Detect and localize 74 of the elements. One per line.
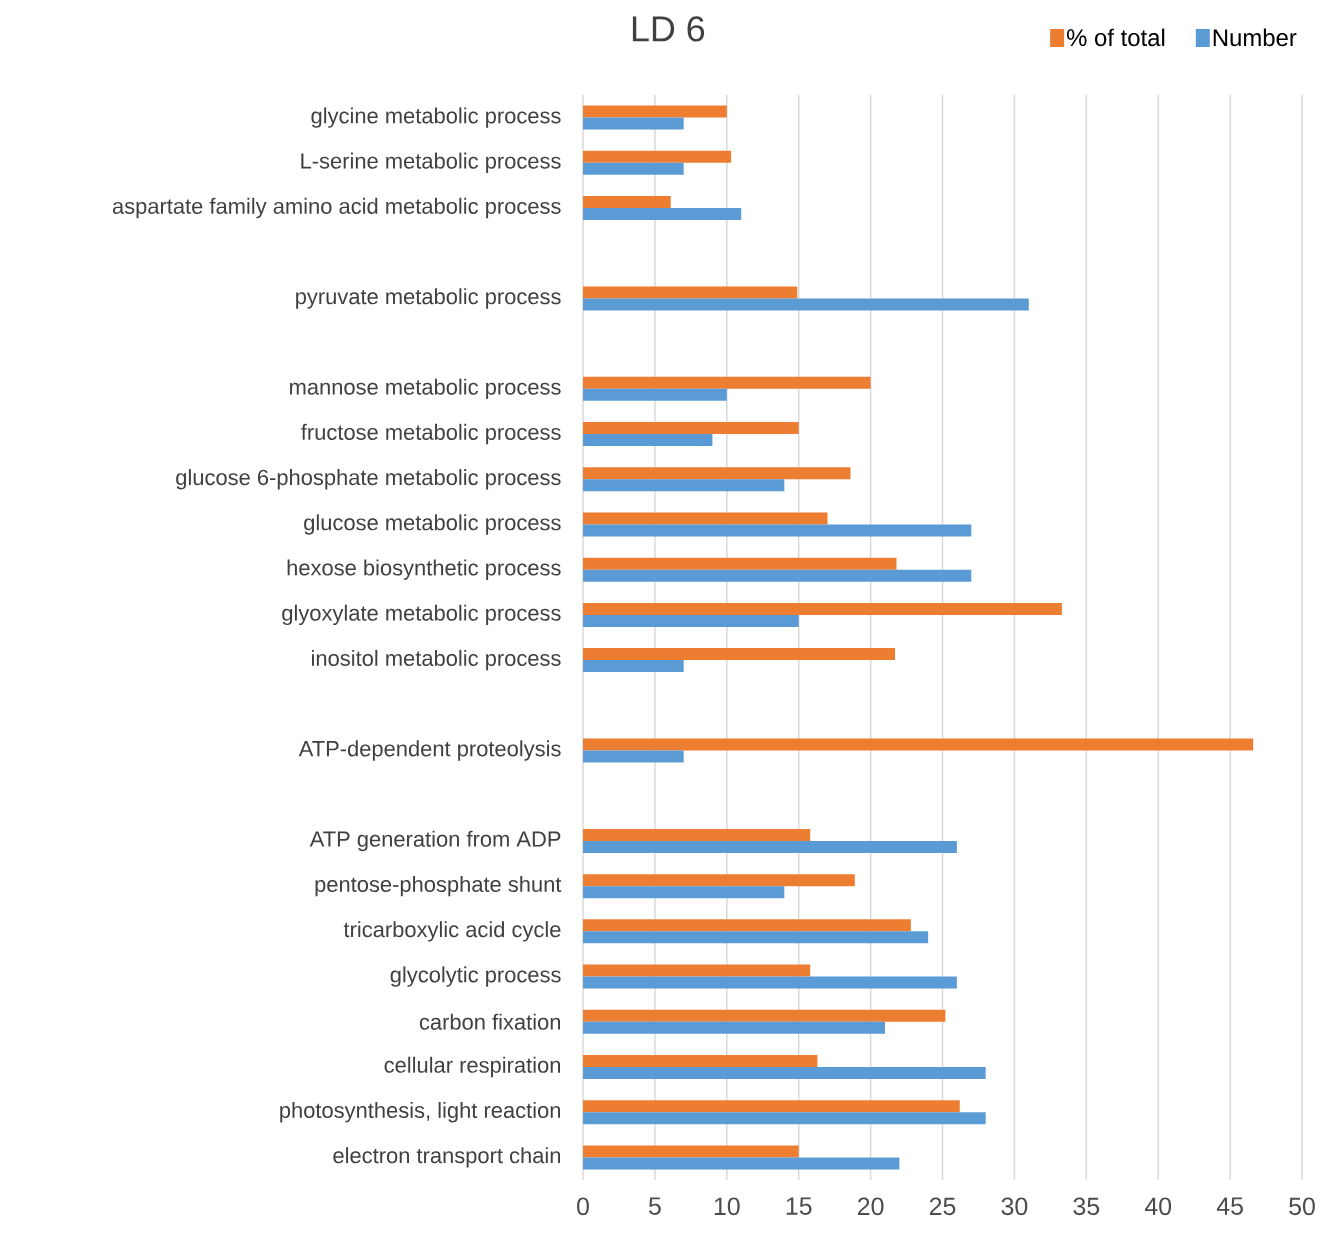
bar [583, 422, 799, 435]
y-tick-label: hexose biosynthetic process [287, 559, 561, 580]
bar [583, 434, 713, 447]
x-tick-label: 20 [858, 1197, 884, 1216]
x-tick-label: 5 [648, 1197, 661, 1215]
bar [583, 840, 957, 853]
bar [583, 1009, 946, 1022]
legend-label: % of total [1066, 28, 1165, 47]
bar [583, 648, 896, 661]
bar [583, 976, 957, 989]
y-tick-label: glycolytic process [390, 966, 561, 987]
x-tick-label: 45 [1216, 1197, 1243, 1215]
y-tick-label: aspartate family amino acid metabolic process [112, 197, 561, 219]
bar [583, 886, 785, 899]
x-tick-label: 50 [1289, 1197, 1315, 1216]
y-tick-label: glucose 6-phosphate metabolic process [176, 469, 561, 490]
bar [583, 1157, 900, 1170]
y-tick-label: electron transport chain [333, 1147, 561, 1168]
bar [583, 388, 727, 401]
bar [583, 738, 1254, 751]
y-tick-label: ATP generation from ADP [309, 830, 561, 852]
y-tick-label: pyruvate metabolic process [296, 288, 561, 309]
y-tick-label: pentose-phosphate shunt [315, 875, 562, 897]
x-tick-label: 10 [714, 1197, 740, 1216]
y-tick-label: mannose metabolic process [290, 378, 561, 400]
y-tick-label: glycine metabolic process [311, 107, 561, 128]
y-tick-label: photosynthesis, light reaction [280, 1101, 561, 1123]
x-tick-label: 0 [577, 1197, 589, 1216]
bar [583, 162, 684, 175]
bar [583, 660, 684, 673]
bar [583, 614, 799, 627]
bar [583, 557, 897, 570]
bar [583, 479, 785, 492]
y-tick-label: cellular respiration [384, 1056, 561, 1078]
bar [583, 376, 871, 389]
y-tick-label: ATP-dependent proteolysis [298, 740, 561, 761]
bar [583, 524, 972, 537]
bar [583, 1112, 986, 1125]
bar [583, 150, 732, 163]
y-tick-label: fructose metabolic process [301, 423, 561, 445]
y-tick-label: carbon fixation [419, 1013, 561, 1030]
x-tick-label: 25 [929, 1197, 956, 1216]
legend-label: Number [1213, 28, 1297, 47]
bar [583, 286, 798, 299]
bar [583, 569, 972, 582]
bar [583, 874, 855, 887]
x-tick-label: 40 [1144, 1197, 1172, 1216]
bar [583, 1145, 799, 1158]
y-tick-label: glucose metabolic process [304, 514, 561, 535]
bar [583, 1066, 986, 1079]
bar [583, 512, 828, 525]
y-tick-label: L-serine metabolic process [301, 152, 561, 174]
bar [583, 117, 684, 130]
y-tick-label: tricarboxylic acid cycle [343, 921, 561, 942]
bar [583, 1100, 960, 1113]
bar [583, 1021, 885, 1034]
bar [583, 931, 929, 944]
y-tick-label: glyoxylate metabolic process [282, 604, 561, 626]
bar [583, 467, 851, 480]
bar [583, 602, 1062, 615]
bar [583, 964, 811, 977]
x-tick-label: 35 [1073, 1197, 1100, 1216]
bar [583, 828, 811, 841]
y-tick-label: inositol metabolic process [312, 649, 561, 671]
x-tick-label: 15 [786, 1197, 812, 1215]
chart-title: LD 6 [632, 16, 705, 42]
bar [583, 750, 684, 763]
bar [583, 196, 671, 209]
bar [583, 919, 911, 932]
bar [583, 1054, 818, 1067]
bar [583, 208, 742, 221]
x-tick-label: 30 [1001, 1197, 1028, 1216]
bar [583, 105, 727, 118]
bar [583, 298, 1029, 311]
